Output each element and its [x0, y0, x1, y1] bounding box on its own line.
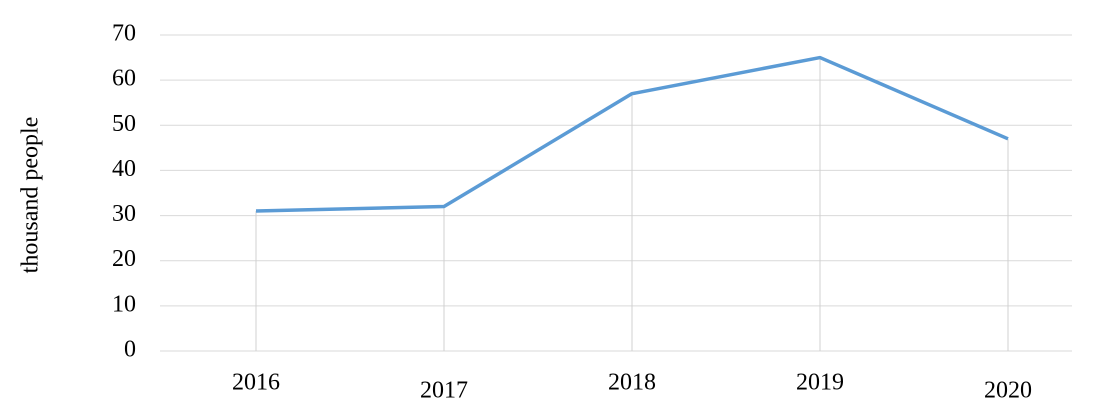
x-tick-label: 2019	[796, 370, 844, 396]
y-tick-label: 0	[124, 337, 136, 363]
y-tick-label: 30	[112, 201, 136, 227]
x-tick-label: 2020	[984, 378, 1032, 404]
y-axis-label: thousand people	[18, 117, 44, 274]
x-tick-label: 2017	[420, 378, 468, 404]
x-tick-label: 2016	[232, 370, 280, 396]
y-tick-label: 60	[112, 66, 136, 92]
chart: thousand people 0 10 20 30 40 50 60 70 2016 2017 2…	[0, 0, 1097, 412]
page: thousand people 0 10 20 30 40 50 60 70 2016 2017 2…	[0, 0, 1097, 412]
y-tick-label: 50	[112, 111, 136, 137]
y-tick-label: 20	[112, 246, 136, 272]
y-tick-label: 10	[112, 291, 136, 317]
y-tick-label: 40	[112, 156, 136, 182]
x-tick-label: 2018	[608, 370, 656, 396]
y-tick-label: 70	[112, 21, 136, 47]
